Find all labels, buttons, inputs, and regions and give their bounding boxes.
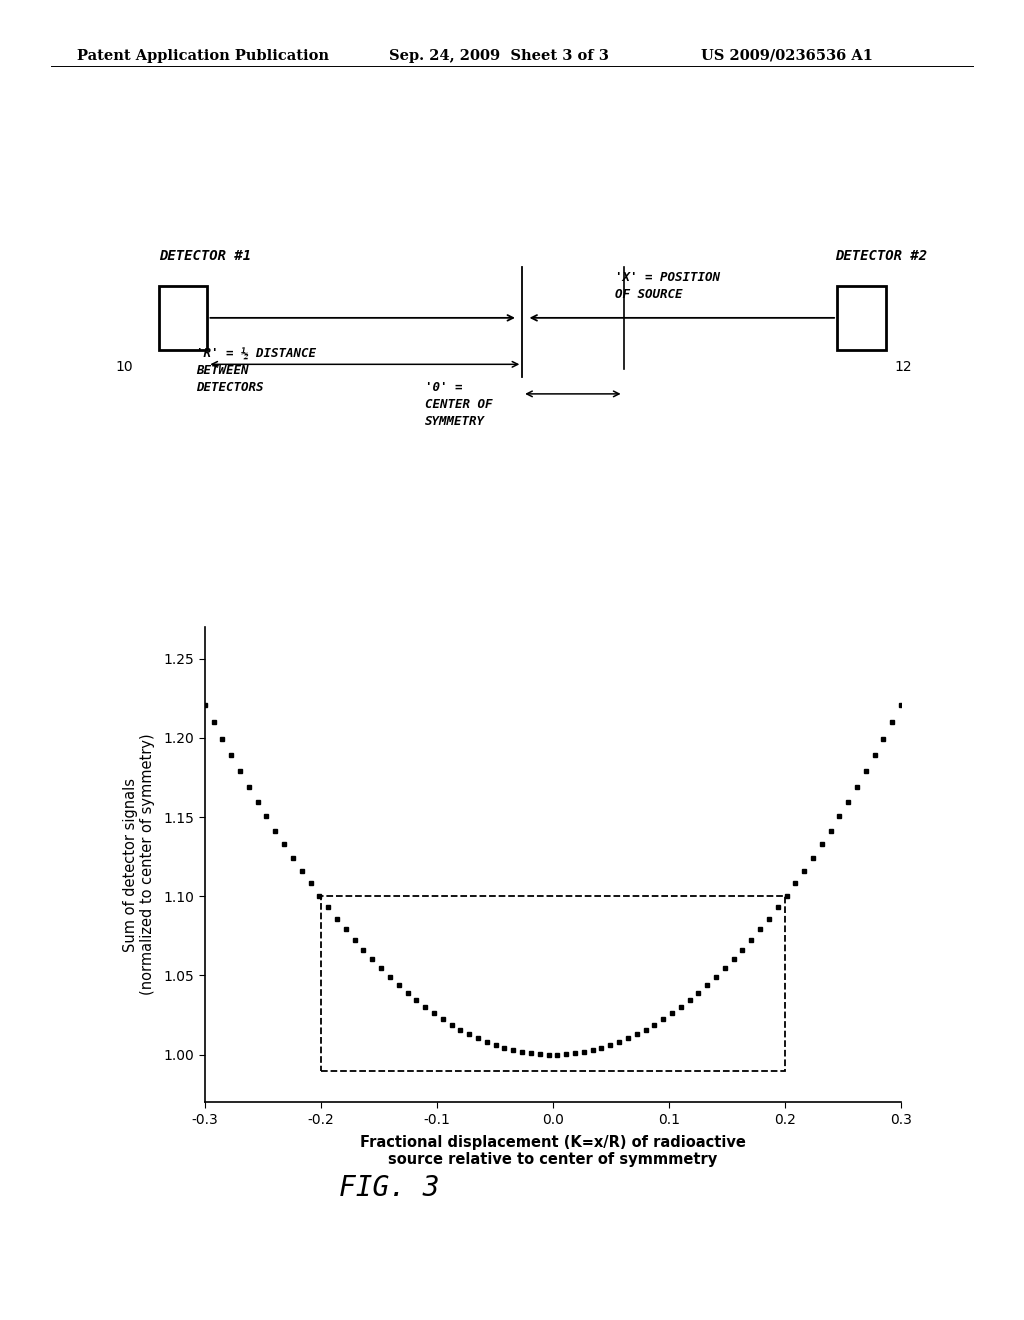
- Text: '0' =
CENTER OF
SYMMETRY: '0' = CENTER OF SYMMETRY: [425, 381, 493, 428]
- Text: DETECTOR #2: DETECTOR #2: [835, 249, 927, 263]
- Text: 'X' = POSITION
OF SOURCE: 'X' = POSITION OF SOURCE: [614, 272, 720, 301]
- Bar: [321, 896, 785, 1071]
- Text: FIG. 3: FIG. 3: [339, 1173, 439, 1203]
- Bar: [159, 286, 208, 350]
- Text: 'R' = ½ DISTANCE
BETWEEN
DETECTORS: 'R' = ½ DISTANCE BETWEEN DETECTORS: [197, 347, 316, 395]
- Text: 12: 12: [894, 360, 912, 374]
- Text: Patent Application Publication: Patent Application Publication: [77, 49, 329, 63]
- X-axis label: Fractional displacement (K=x/R) of radioactive
source relative to center of symm: Fractional displacement (K=x/R) of radio…: [360, 1135, 745, 1167]
- Text: 10: 10: [115, 360, 132, 374]
- Text: US 2009/0236536 A1: US 2009/0236536 A1: [701, 49, 873, 63]
- Y-axis label: Sum of detector signals
(normalized to center of symmetry): Sum of detector signals (normalized to c…: [123, 734, 156, 995]
- Text: DETECTOR #1: DETECTOR #1: [159, 249, 251, 263]
- Bar: [837, 286, 886, 350]
- Text: Sep. 24, 2009  Sheet 3 of 3: Sep. 24, 2009 Sheet 3 of 3: [389, 49, 609, 63]
